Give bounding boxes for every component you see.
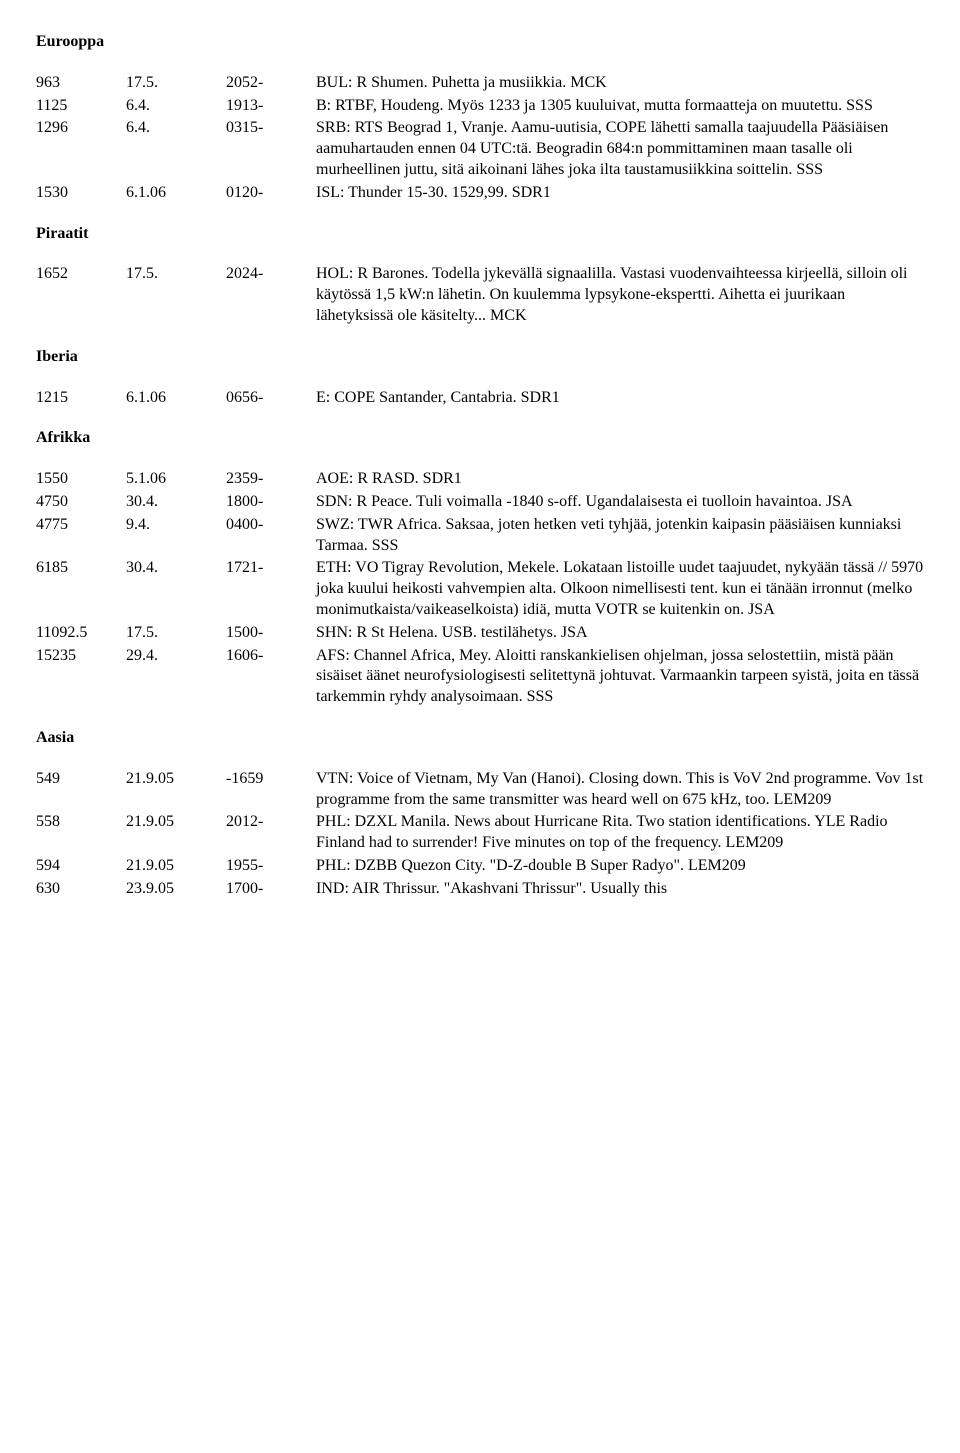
time-cell: 2052- [226, 73, 316, 94]
desc-cell: HOL: R Barones. Todella jykevällä signaa… [316, 264, 924, 326]
desc-cell: B: RTBF, Houdeng. Myös 1233 ja 1305 kuul… [316, 96, 924, 117]
table-row: 1523529.4.1606-AFS: Channel Africa, Mey.… [36, 646, 924, 708]
document-body: Eurooppa96317.5.2052-BUL: R Shumen. Puhe… [36, 32, 924, 900]
freq-cell: 11092.5 [36, 623, 126, 644]
date-cell: 17.5. [126, 264, 226, 285]
time-cell: 1700- [226, 879, 316, 900]
desc-cell: PHL: DZBB Quezon City. "D-Z-double B Sup… [316, 856, 924, 877]
section-heading: Aasia [36, 728, 924, 749]
freq-cell: 558 [36, 812, 126, 833]
date-cell: 17.5. [126, 73, 226, 94]
freq-cell: 963 [36, 73, 126, 94]
table-row: 475030.4.1800-SDN: R Peace. Tuli voimall… [36, 492, 924, 513]
freq-cell: 1296 [36, 118, 126, 139]
section-block: 54921.9.05-1659VTN: Voice of Vietnam, My… [36, 769, 924, 900]
date-cell: 30.4. [126, 558, 226, 579]
time-cell: 1955- [226, 856, 316, 877]
freq-cell: 630 [36, 879, 126, 900]
date-cell: 6.4. [126, 96, 226, 117]
section-heading: Piraatit [36, 224, 924, 245]
table-row: 47759.4.0400-SWZ: TWR Africa. Saksaa, jo… [36, 515, 924, 557]
section-block: 12156.1.060656-E: COPE Santander, Cantab… [36, 388, 924, 409]
section-heading: Eurooppa [36, 32, 924, 53]
date-cell: 17.5. [126, 623, 226, 644]
time-cell: 2024- [226, 264, 316, 285]
freq-cell: 594 [36, 856, 126, 877]
section-block: 96317.5.2052-BUL: R Shumen. Puhetta ja m… [36, 73, 924, 204]
section-block: 165217.5.2024-HOL: R Barones. Todella jy… [36, 264, 924, 326]
time-cell: 2012- [226, 812, 316, 833]
table-row: 11092.517.5.1500-SHN: R St Helena. USB. … [36, 623, 924, 644]
desc-cell: ISL: Thunder 15-30. 1529,99. SDR1 [316, 183, 924, 204]
table-row: 15505.1.062359-AOE: R RASD. SDR1 [36, 469, 924, 490]
freq-cell: 1652 [36, 264, 126, 285]
table-row: 165217.5.2024-HOL: R Barones. Todella jy… [36, 264, 924, 326]
time-cell: 0656- [226, 388, 316, 409]
desc-cell: BUL: R Shumen. Puhetta ja musiikkia. MCK [316, 73, 924, 94]
date-cell: 6.1.06 [126, 183, 226, 204]
date-cell: 29.4. [126, 646, 226, 667]
freq-cell: 6185 [36, 558, 126, 579]
freq-cell: 4750 [36, 492, 126, 513]
freq-cell: 1125 [36, 96, 126, 117]
desc-cell: IND: AIR Thrissur. "Akashvani Thrissur".… [316, 879, 924, 900]
freq-cell: 549 [36, 769, 126, 790]
time-cell: 1500- [226, 623, 316, 644]
desc-cell: SWZ: TWR Africa. Saksaa, joten hetken ve… [316, 515, 924, 557]
date-cell: 21.9.05 [126, 812, 226, 833]
desc-cell: ETH: VO Tigray Revolution, Mekele. Lokat… [316, 558, 924, 620]
date-cell: 6.4. [126, 118, 226, 139]
time-cell: 2359- [226, 469, 316, 490]
table-row: 63023.9.051700-IND: AIR Thrissur. "Akash… [36, 879, 924, 900]
time-cell: 1913- [226, 96, 316, 117]
freq-cell: 1215 [36, 388, 126, 409]
date-cell: 9.4. [126, 515, 226, 536]
section-block: 15505.1.062359-AOE: R RASD. SDR1475030.4… [36, 469, 924, 708]
date-cell: 30.4. [126, 492, 226, 513]
date-cell: 21.9.05 [126, 769, 226, 790]
date-cell: 21.9.05 [126, 856, 226, 877]
section-heading: Iberia [36, 347, 924, 368]
date-cell: 6.1.06 [126, 388, 226, 409]
time-cell: 0400- [226, 515, 316, 536]
time-cell: -1659 [226, 769, 316, 790]
table-row: 55821.9.052012-PHL: DZXL Manila. News ab… [36, 812, 924, 854]
time-cell: 0120- [226, 183, 316, 204]
freq-cell: 15235 [36, 646, 126, 667]
time-cell: 1800- [226, 492, 316, 513]
table-row: 11256.4.1913-B: RTBF, Houdeng. Myös 1233… [36, 96, 924, 117]
table-row: 12156.1.060656-E: COPE Santander, Cantab… [36, 388, 924, 409]
table-row: 12966.4.0315-SRB: RTS Beograd 1, Vranje.… [36, 118, 924, 180]
date-cell: 23.9.05 [126, 879, 226, 900]
table-row: 54921.9.05-1659VTN: Voice of Vietnam, My… [36, 769, 924, 811]
table-row: 59421.9.051955-PHL: DZBB Quezon City. "D… [36, 856, 924, 877]
desc-cell: SHN: R St Helena. USB. testilähetys. JSA [316, 623, 924, 644]
section-heading: Afrikka [36, 428, 924, 449]
table-row: 96317.5.2052-BUL: R Shumen. Puhetta ja m… [36, 73, 924, 94]
desc-cell: AOE: R RASD. SDR1 [316, 469, 924, 490]
time-cell: 1606- [226, 646, 316, 667]
desc-cell: PHL: DZXL Manila. News about Hurricane R… [316, 812, 924, 854]
freq-cell: 1550 [36, 469, 126, 490]
date-cell: 5.1.06 [126, 469, 226, 490]
desc-cell: VTN: Voice of Vietnam, My Van (Hanoi). C… [316, 769, 924, 811]
time-cell: 0315- [226, 118, 316, 139]
desc-cell: E: COPE Santander, Cantabria. SDR1 [316, 388, 924, 409]
freq-cell: 1530 [36, 183, 126, 204]
freq-cell: 4775 [36, 515, 126, 536]
desc-cell: AFS: Channel Africa, Mey. Aloitti ranska… [316, 646, 924, 708]
desc-cell: SDN: R Peace. Tuli voimalla -1840 s-off.… [316, 492, 924, 513]
time-cell: 1721- [226, 558, 316, 579]
desc-cell: SRB: RTS Beograd 1, Vranje. Aamu-uutisia… [316, 118, 924, 180]
table-row: 618530.4.1721-ETH: VO Tigray Revolution,… [36, 558, 924, 620]
table-row: 15306.1.060120-ISL: Thunder 15-30. 1529,… [36, 183, 924, 204]
